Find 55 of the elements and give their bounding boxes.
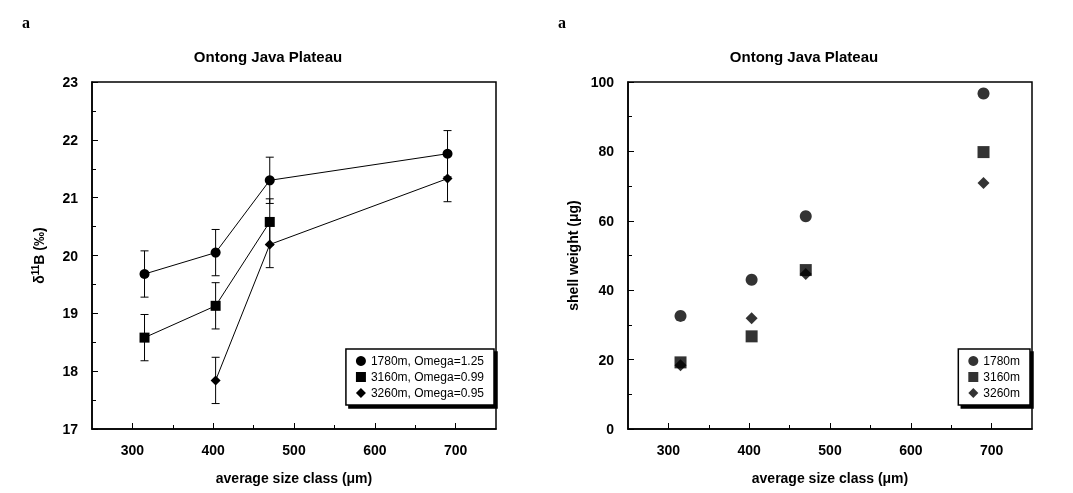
x-tick-label: 700 [443,442,468,458]
point [977,146,990,159]
point [139,332,150,343]
y-tick-label: 20 [62,247,79,264]
y-axis-title: δ11B (‰) [29,227,47,284]
y-tick-label: 80 [598,143,615,160]
point [210,300,221,311]
y-tick-label: 60 [598,212,615,229]
legend-label: 1780m [983,354,1021,368]
y-tick-label: 17 [62,421,79,437]
point [210,247,221,258]
y-tick-label: 21 [62,189,79,206]
point [745,312,758,325]
legend-label: 3160m [983,370,1021,384]
point [977,176,990,189]
point [674,309,687,322]
point [745,330,758,343]
x-tick-label: 600 [363,442,387,458]
chart-title: Ontong Java Plateau [729,48,879,65]
point [264,239,275,250]
x-tick-label: 300 [120,442,145,458]
point [442,173,453,184]
y-tick-label: 19 [62,305,79,322]
point [977,87,990,100]
x-tick-label: 300 [656,442,681,458]
y-tick-label: 23 [62,74,79,90]
y-axis-title: shell weight (μg) [564,200,581,311]
x-tick-label: 600 [899,442,923,458]
chart-title: Ontong Java Plateau [193,48,343,65]
point [210,375,221,386]
x-tick-label: 700 [979,442,1004,458]
y-tick-label: 100 [590,74,615,90]
x-tick-label: 400 [201,442,226,458]
point [442,148,453,159]
legend-label: 3260m, Omega=0.95 [370,386,485,400]
y-tick-label: 0 [606,421,615,437]
legend-label: 3260m [983,386,1021,400]
point [264,175,275,186]
point [745,273,758,286]
x-tick-label: 400 [737,442,762,458]
point [264,216,275,227]
x-tick-label: 500 [282,442,306,458]
y-tick-label: 22 [62,131,79,148]
x-axis-title: average size class (μm) [751,470,909,486]
y-tick-label: 18 [62,363,79,380]
point [799,210,812,223]
text: a [558,14,566,32]
y-tick-label: 40 [598,282,615,299]
legend-label: 3160m, Omega=0.99 [370,370,485,384]
x-axis-title: average size class (μm) [215,470,373,486]
text: a [22,14,30,32]
y-tick-label: 20 [598,351,615,368]
x-tick-label: 500 [818,442,842,458]
legend-label: 1780m, Omega=1.25 [370,354,485,368]
point [139,269,150,279]
